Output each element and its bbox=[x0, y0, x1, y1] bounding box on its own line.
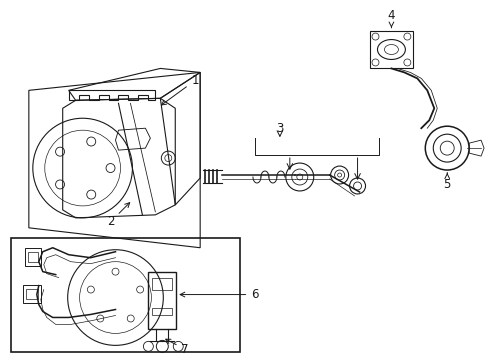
Text: 6: 6 bbox=[180, 288, 258, 301]
Text: 2: 2 bbox=[106, 203, 129, 228]
Bar bbox=[11, 238, 240, 352]
Bar bbox=[152, 307, 172, 315]
Text: 3: 3 bbox=[276, 122, 283, 135]
Bar bbox=[28, 252, 38, 262]
Bar bbox=[26, 289, 38, 298]
Text: 5: 5 bbox=[443, 173, 450, 192]
Bar bbox=[25, 248, 41, 266]
Bar bbox=[148, 272, 176, 329]
Text: 4: 4 bbox=[387, 9, 394, 28]
Text: 7: 7 bbox=[165, 339, 188, 356]
Bar bbox=[152, 278, 172, 289]
Bar bbox=[23, 285, 41, 302]
Text: 1: 1 bbox=[161, 74, 199, 105]
Bar bbox=[369, 31, 412, 68]
